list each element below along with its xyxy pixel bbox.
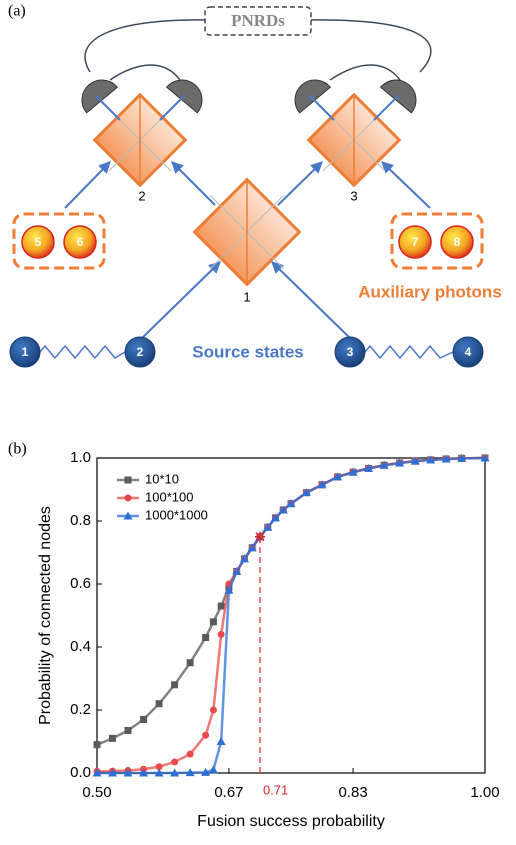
photon-label: 3	[347, 345, 354, 359]
y-tick-label: 0.2	[70, 701, 91, 718]
data-marker	[187, 659, 194, 666]
threshold-star	[255, 532, 265, 542]
data-marker	[209, 765, 218, 773]
data-marker	[218, 631, 225, 638]
x-tick-label: 1.00	[470, 784, 499, 801]
legend-marker	[125, 495, 132, 502]
data-marker	[171, 758, 178, 765]
x-tick-label: 0.50	[82, 784, 111, 801]
bs-label: 3	[350, 188, 357, 203]
y-tick-label: 0.6	[70, 575, 91, 592]
y-tick-label: 0.8	[70, 512, 91, 529]
data-marker	[140, 716, 147, 723]
photon-label: 7	[412, 235, 419, 249]
threshold-label: 0.71	[263, 782, 288, 797]
bs-label: 1	[243, 289, 250, 304]
y-axis-label: Probability of connected nodes	[37, 506, 54, 725]
source-label: Source states	[192, 342, 304, 361]
y-tick-label: 0.0	[70, 764, 91, 781]
data-marker	[217, 737, 226, 745]
photon-label: 4	[465, 345, 472, 359]
data-marker	[94, 741, 101, 748]
panel-label: (a)	[8, 3, 26, 20]
y-tick-label: 1.0	[70, 449, 91, 466]
photon-label: 1	[22, 345, 29, 359]
x-axis-label: Fusion success probability	[197, 813, 385, 830]
data-marker	[187, 751, 194, 758]
x-tick-label: 0.83	[338, 784, 367, 801]
x-tick-label: 0.67	[214, 784, 243, 801]
data-marker	[125, 727, 132, 734]
bs-label: 2	[138, 188, 145, 203]
legend-marker	[125, 477, 132, 484]
data-marker	[156, 700, 163, 707]
diagram: (a) PNRDs 1 2 3 5 6 7 8 Auxiliary photon…	[8, 3, 502, 367]
pnrd-label: PNRDs	[231, 11, 285, 30]
data-marker	[210, 618, 217, 625]
legend-label: 1000*1000	[145, 507, 208, 522]
data-marker	[109, 735, 116, 742]
photon-label: 5	[35, 235, 42, 249]
y-tick-label: 0.4	[70, 638, 91, 655]
panel-label: (b)	[8, 441, 27, 458]
data-marker	[202, 732, 209, 739]
photon-label: 2	[137, 345, 144, 359]
data-marker	[202, 634, 209, 641]
aux-label: Auxiliary photons	[358, 282, 502, 301]
data-marker	[171, 681, 178, 688]
chart: 0.50 0.67 0.83 1.00 0.0 0.2 0.4 0.6 0.8 1.0 Fusion…	[37, 449, 499, 830]
figure: (a) PNRDs 1 2 3 5 6 7 8 Auxiliary photon…	[0, 0, 516, 840]
data-marker	[218, 603, 225, 610]
photon-label: 8	[454, 235, 461, 249]
legend-label: 100*100	[145, 489, 193, 504]
photon-label: 6	[77, 235, 84, 249]
data-marker	[210, 707, 217, 714]
legend-label: 10*10	[145, 471, 179, 486]
